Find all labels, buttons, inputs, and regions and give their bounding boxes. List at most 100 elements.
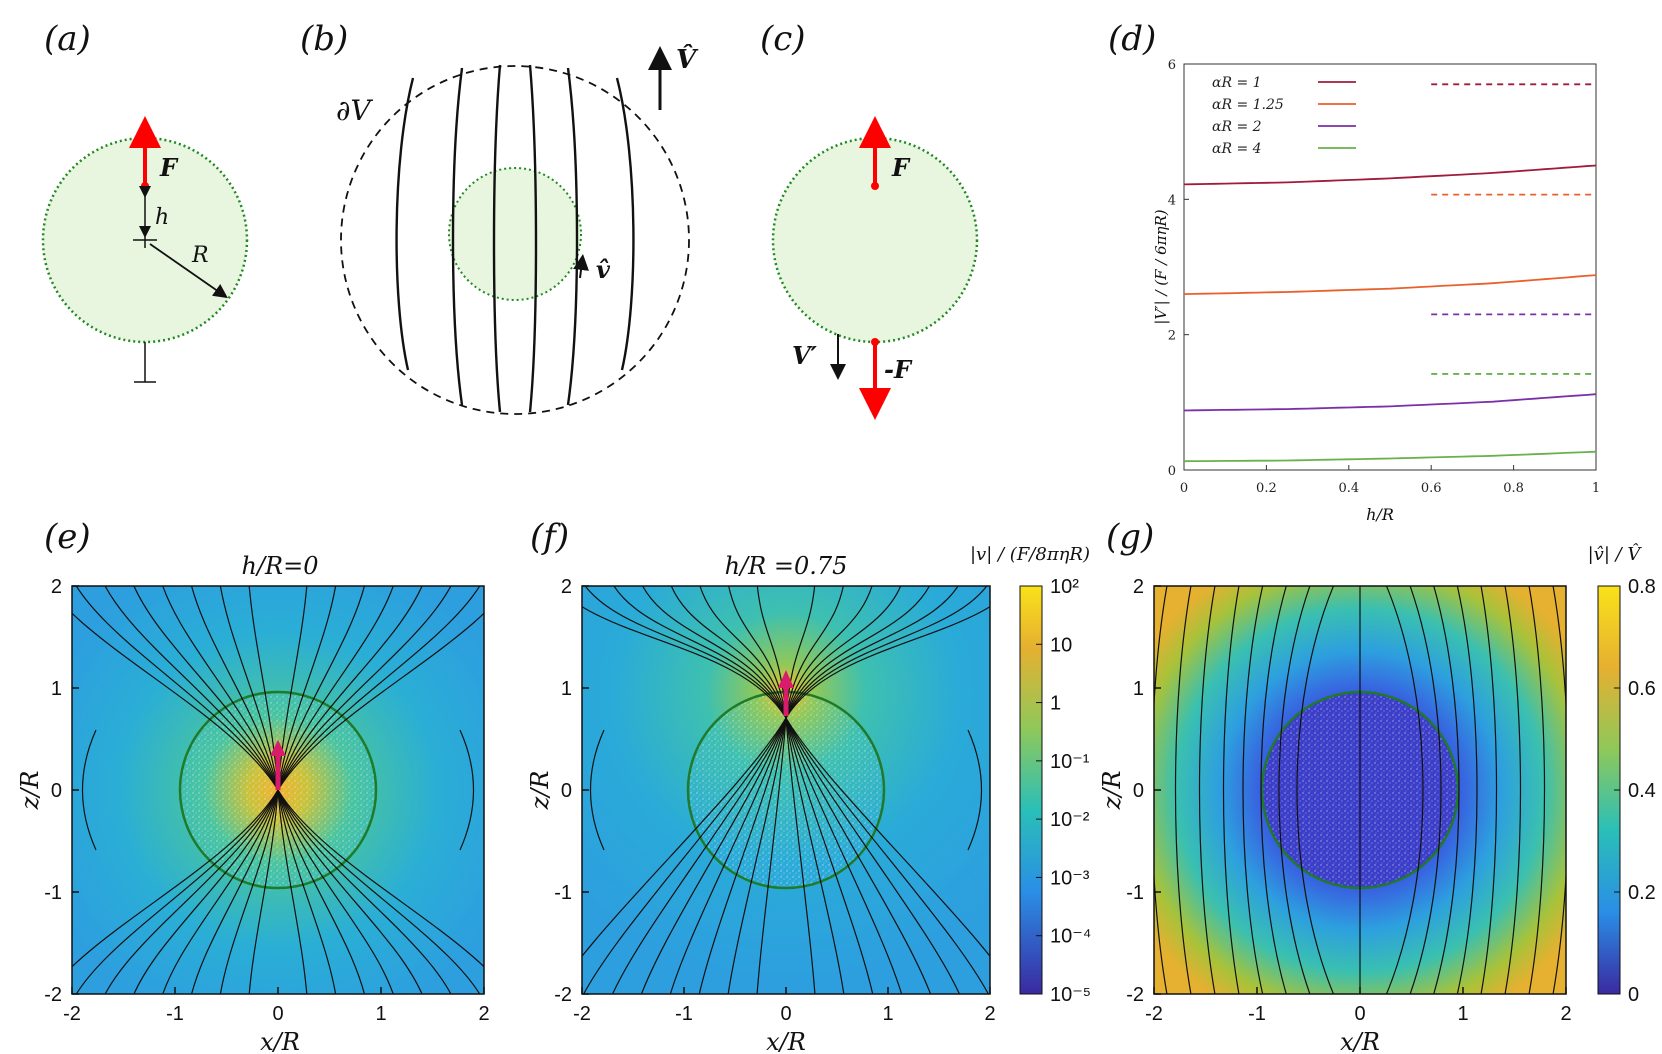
xtick-label: 2 [478, 1003, 489, 1025]
xtick-label: -1 [675, 1003, 693, 1025]
colorbar-tick-label: 0 [1628, 984, 1639, 1006]
panel-label-f: (f) [530, 517, 569, 557]
colorbar-tick-label: 10² [1050, 576, 1079, 598]
panel-a: (a) F h R [41, 19, 249, 383]
legend-label-d: αR = 2 [1212, 119, 1262, 135]
ytick-label: -1 [44, 882, 62, 904]
ytick-label-d: 2 [1168, 329, 1176, 344]
panel-e: (e) h/R=0 -2 -1 0 1 2 -2 -1 0 1 2 x/R z/R [16, 517, 490, 1054]
series-line-d [1183, 393, 1597, 412]
streamlines-e [72, 586, 484, 994]
streamline [756, 586, 787, 719]
streamline [248, 586, 279, 791]
streamline [1296, 586, 1335, 994]
ytick-label: 1 [1133, 678, 1144, 700]
streamline [670, 586, 787, 719]
xtick-label: 0 [272, 1003, 283, 1025]
streamline [785, 586, 816, 719]
streamline [785, 605, 990, 719]
colorbar-tick-label: 0.8 [1628, 576, 1656, 598]
streamline [277, 789, 423, 994]
streamline [190, 586, 279, 791]
radius-label: R [191, 243, 209, 268]
streamline [699, 586, 787, 719]
colorbar-tick-label: 0.6 [1628, 678, 1656, 700]
streamline [219, 586, 279, 791]
streamline [277, 789, 308, 994]
streamline [642, 586, 787, 719]
force-arrowhead-f [778, 670, 794, 688]
xtick-label-d: 0.6 [1421, 481, 1442, 496]
panel-b: (b) ∂V v̂ V̂ [300, 19, 699, 415]
sphere-c [771, 136, 979, 344]
streamline [1409, 586, 1442, 994]
xtick-label: -2 [1145, 1003, 1163, 1025]
colorbar-tick-label: 10⁻³ [1050, 867, 1090, 889]
streamline [584, 586, 787, 719]
ylabel-g: z/R [1098, 771, 1126, 811]
offset-label: h [155, 205, 169, 230]
series-line-d [1183, 164, 1597, 186]
xtick-label-d: 0 [1180, 481, 1188, 496]
streamline [75, 586, 279, 791]
colorbar-tick-label: 10 [1050, 634, 1072, 656]
sphere-outline-e [178, 690, 378, 890]
panel-label-c: (c) [760, 19, 806, 59]
streamline [698, 717, 787, 994]
panel-label-d: (d) [1108, 19, 1156, 59]
panel-c: (c) F -F V′ [760, 19, 979, 420]
streamline [728, 586, 787, 719]
streamline [669, 717, 787, 994]
streamline [277, 586, 452, 791]
streamline [277, 789, 484, 968]
series-line-d [1183, 274, 1597, 295]
colorbar-tick-label: 0.4 [1628, 780, 1656, 802]
ylabel-e: z/R [16, 771, 44, 811]
ytick-label: -2 [554, 984, 572, 1006]
panel-label-e: (e) [44, 517, 91, 557]
streamline [277, 586, 308, 791]
velocity-label: V̂ [676, 44, 699, 75]
flow-arrow [573, 254, 589, 279]
streamline [1260, 586, 1287, 994]
legend-label-d: αR = 1 [1212, 75, 1262, 91]
ytick-label: -2 [44, 984, 62, 1006]
force-point-c [871, 182, 879, 190]
streamline [1278, 586, 1311, 994]
ytick-label: 2 [51, 576, 62, 598]
boundary-label: ∂V [336, 94, 373, 127]
colorbar-ticks-g: 0.8 0.6 0.4 0.2 0 [1614, 576, 1656, 1006]
xtick-label-d: 0.2 [1256, 481, 1277, 496]
flow-lines-b [395, 64, 635, 413]
panel-label-b: (b) [300, 19, 348, 59]
colorbar-ticks-f: 10² 10 1 10⁻¹ 10⁻² 10⁻³ 10⁻⁴ 10⁻⁵ [1036, 576, 1091, 1006]
streamline [785, 717, 816, 994]
streamline [277, 612, 484, 791]
xtick-label: 0 [1354, 1003, 1365, 1025]
streamline [277, 789, 337, 994]
streamline [785, 717, 990, 958]
ytick-label: 2 [561, 576, 572, 598]
streamline [104, 789, 279, 994]
xlabel-d: h/R [1366, 505, 1394, 524]
radius-arrow [149, 243, 228, 299]
streamlines-g [1154, 586, 1566, 994]
streamline [277, 586, 481, 791]
streamline [1222, 586, 1240, 994]
title-f: h/R =0.75 [725, 552, 848, 580]
xtick-label: -2 [63, 1003, 81, 1025]
xtick-label: 0 [780, 1003, 791, 1025]
streamline [72, 612, 279, 791]
streamline [75, 789, 279, 994]
ytick-label: 2 [1133, 576, 1144, 598]
streamline [613, 586, 787, 719]
force-point-a [141, 182, 149, 190]
xtick-label-d: 1 [1592, 481, 1600, 496]
xtick-label: 1 [882, 1003, 893, 1025]
streamline [1456, 586, 1478, 994]
sphere-b [448, 167, 582, 301]
neg-force-label: -F [884, 355, 913, 384]
streamline [1552, 586, 1566, 994]
streamline [277, 789, 481, 994]
